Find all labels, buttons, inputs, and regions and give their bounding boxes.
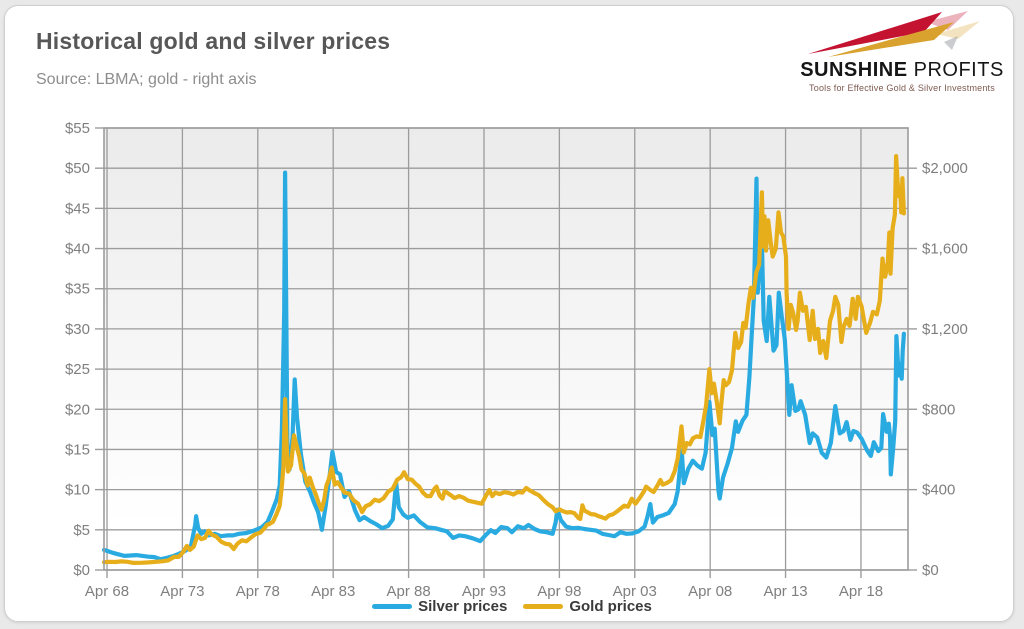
legend-item-gold[interactable]: Gold prices — [523, 598, 652, 615]
x-axis-tick-label: Apr 88 — [386, 583, 430, 600]
chart-legend: Silver prices Gold prices — [0, 598, 1024, 615]
logo-word-profits: PROFITS — [907, 59, 1004, 81]
logo-wordmark: SUNSHINE PROFITS — [796, 59, 1008, 82]
right-axis-tick-label: $1,200 — [922, 321, 968, 338]
axis-ticks — [95, 127, 917, 578]
logo-word-sunshine: SUNSHINE — [800, 59, 908, 81]
x-axis-tick-label: Apr 83 — [311, 583, 355, 600]
axis-labels: $0 $5 $10 $15 $20 $25 $30 $35 $40 $45 $50 $55 $0 $400… — [65, 120, 968, 600]
left-axis-tick-label: $30 — [65, 321, 90, 338]
chart-source-subtitle: Source: LBMA; gold - right axis — [36, 71, 257, 88]
silver-line-swatch-icon — [372, 604, 413, 609]
legend-item-silver[interactable]: Silver prices — [372, 598, 507, 615]
left-axis-tick-label: $25 — [65, 361, 90, 378]
left-axis-tick-label: $0 — [73, 562, 90, 579]
x-axis-tick-label: Apr 73 — [160, 583, 204, 600]
right-axis-tick-label: $1,600 — [922, 241, 968, 258]
gold-series-line — [101, 154, 907, 566]
right-axis-tick-label: $800 — [922, 401, 955, 418]
left-axis-tick-label: $45 — [65, 200, 90, 217]
x-axis-tick-label: Apr 93 — [462, 583, 506, 600]
x-axis-tick-label: Apr 08 — [688, 583, 732, 600]
left-axis-tick-label: $10 — [65, 482, 90, 499]
legend-label-silver: Silver prices — [418, 598, 508, 615]
x-axis-tick-label: Apr 03 — [613, 583, 657, 600]
silver-series-line — [101, 170, 907, 562]
sunshine-profits-logo: SUNSHINE PROFITS Tools for Effective Gol… — [796, 10, 1008, 93]
plot-border — [103, 127, 909, 571]
x-axis-tick-label: Apr 13 — [763, 583, 807, 600]
right-axis-tick-label: $2,000 — [922, 160, 968, 177]
x-axis-tick-label: Apr 68 — [85, 583, 129, 600]
right-axis-tick-label: $0 — [922, 562, 939, 579]
x-axis-tick-label: Apr 98 — [537, 583, 581, 600]
x-axis-tick-label: Apr 78 — [236, 583, 280, 600]
gold-line-swatch-icon — [523, 604, 564, 609]
left-axis-tick-label: $5 — [73, 522, 90, 539]
left-axis-tick-label: $15 — [65, 441, 90, 458]
left-axis-tick-label: $55 — [65, 120, 90, 137]
x-axis-tick-label: Apr 18 — [839, 583, 883, 600]
right-axis-tick-label: $400 — [922, 482, 955, 499]
left-axis-tick-label: $50 — [65, 160, 90, 177]
left-axis-tick-label: $35 — [65, 281, 90, 298]
logo-arrows-icon — [808, 11, 980, 57]
left-axis-tick-label: $40 — [65, 241, 90, 258]
legend-label-gold: Gold prices — [569, 598, 652, 615]
logo-tagline: Tools for Effective Gold & Silver Invest… — [809, 83, 995, 93]
page-title: Historical gold and silver prices — [36, 28, 391, 54]
left-axis-tick-label: $20 — [65, 401, 90, 418]
